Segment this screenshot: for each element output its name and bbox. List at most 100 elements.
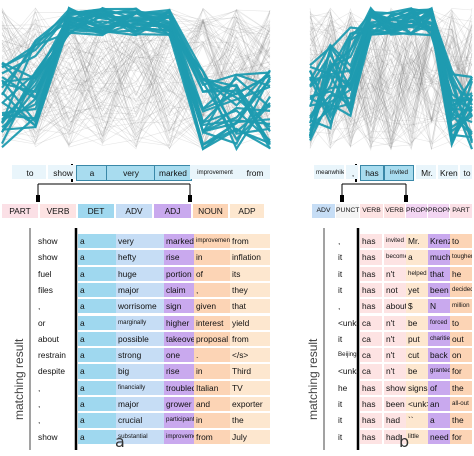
result-cell-bg [450, 266, 472, 281]
sentence-token-cell [314, 165, 344, 179]
result-token: major [118, 399, 139, 409]
result-cell-bg [230, 315, 270, 330]
result-token: exporter [232, 399, 263, 409]
matched-line [1, 8, 271, 133]
result-cell-bg [230, 282, 270, 298]
sentence-token: Krenz [440, 168, 458, 178]
result-cell-bg [450, 429, 472, 444]
result-cell-bg [406, 397, 428, 412]
result-token: rise [166, 252, 180, 263]
result-cell-bg [78, 250, 116, 265]
result-token: a [80, 366, 85, 377]
result-token: it [338, 268, 343, 279]
result-token: restrain [38, 350, 66, 361]
pos-tag-part: PART [2, 204, 38, 218]
background-line [1, 11, 271, 127]
background-line [309, 18, 473, 104]
result-token: of [430, 382, 437, 393]
result-cell-bg [230, 348, 270, 363]
result-token: sign [166, 301, 182, 312]
result-token: fuel [38, 268, 52, 279]
result-token: marked [166, 236, 194, 246]
sentence-token: invited [390, 169, 408, 176]
result-token: possible [118, 333, 149, 344]
background-line [1, 14, 271, 150]
result-token: , [38, 382, 41, 393]
result-cell-bg [450, 234, 472, 249]
matched-line [309, 19, 473, 127]
result-cell-bg [428, 348, 450, 363]
result-cell-bg [428, 380, 450, 395]
result-token: <unk> [408, 399, 428, 409]
result-token: in [196, 252, 203, 263]
result-cell-bg [78, 282, 116, 298]
result-token: invited [386, 237, 404, 244]
background-line [309, 11, 473, 149]
result-token: it [338, 252, 343, 263]
result-token: huge [118, 268, 137, 279]
sentence-token-cell [346, 165, 358, 179]
result-cell-bg [230, 266, 270, 281]
result-token: for [452, 366, 462, 377]
result-cell-bg [194, 397, 230, 412]
pos-tag-propn: PROPN [428, 204, 452, 218]
result-token: financially [118, 383, 146, 391]
result-cell-bg [428, 234, 450, 249]
result-token: on [452, 350, 462, 361]
result-token: charities [430, 334, 450, 342]
result-cell-bg [116, 266, 164, 281]
background-line [309, 11, 473, 140]
result-cell-bg [164, 250, 194, 265]
result-token: in [196, 366, 203, 377]
matched-line [1, 9, 271, 101]
result-token: need [430, 431, 449, 442]
result-token: crucial [118, 415, 143, 426]
result-cell-bg [406, 266, 428, 281]
result-token: decided [452, 285, 472, 293]
bracket-handle [188, 195, 192, 202]
pos-tag-verb: VERB [384, 204, 405, 218]
result-token: n't [386, 268, 395, 279]
result-token: a [80, 252, 85, 263]
pos-tag-punct: PUNCT [336, 204, 359, 218]
result-token: be [408, 317, 418, 328]
result-token: has [362, 382, 376, 393]
result-token: higher [166, 317, 190, 328]
result-cell-bg [230, 380, 270, 395]
background-line [1, 19, 271, 145]
background-line [1, 10, 271, 144]
result-cell-bg [230, 397, 270, 412]
result-cell-bg [428, 364, 450, 379]
result-cell-bg [360, 364, 382, 379]
background-line [1, 14, 271, 148]
result-token: he [452, 268, 462, 279]
result-token: has [362, 284, 376, 295]
result-token: grower [166, 399, 192, 409]
sentence-token: a [89, 168, 95, 178]
result-cell-bg [116, 234, 164, 249]
result-token: a [80, 350, 85, 361]
result-cell-bg [78, 299, 116, 314]
result-token: n't [386, 350, 395, 361]
result-token: has [362, 415, 376, 426]
result-token: claim [166, 284, 186, 295]
result-token: granted [430, 367, 450, 375]
result-token: big [118, 366, 130, 377]
matched-line [1, 12, 271, 151]
background-line [1, 7, 271, 149]
result-cell-bg [360, 315, 382, 330]
result-token: a [430, 415, 435, 426]
matched-line [1, 6, 271, 145]
result-cell-bg [428, 429, 450, 444]
result-token: very [118, 236, 134, 246]
result-token: Mr. [408, 236, 420, 246]
result-token: improvement [166, 432, 194, 440]
pos-tag-part: PART [450, 204, 472, 218]
result-token: strong [118, 350, 142, 361]
result-cell-bg [406, 315, 428, 330]
pos-tag-det: DET [78, 204, 114, 218]
background-line [309, 15, 473, 146]
result-cell-bg [450, 380, 472, 395]
pos-tag-verb: VERB [40, 204, 76, 218]
result-cell-bg [360, 299, 382, 314]
